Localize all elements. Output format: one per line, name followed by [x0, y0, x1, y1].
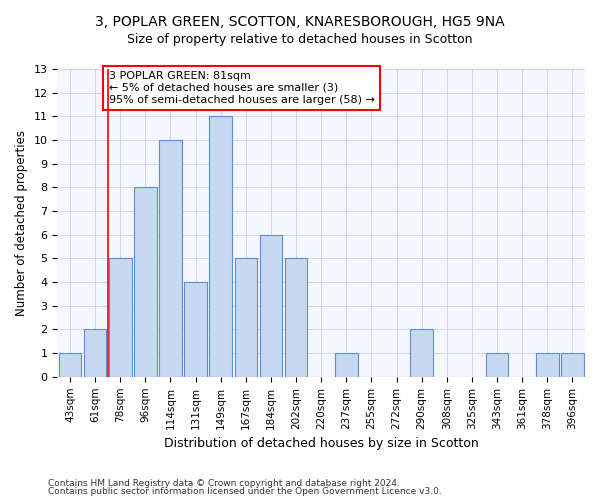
Bar [335, 353, 358, 377]
Bar [84, 330, 106, 377]
Bar [159, 140, 182, 377]
Bar [486, 353, 508, 377]
Bar [59, 353, 81, 377]
Text: 3 POPLAR GREEN: 81sqm
← 5% of detached houses are smaller (3)
95% of semi-detach: 3 POPLAR GREEN: 81sqm ← 5% of detached h… [109, 72, 375, 104]
X-axis label: Distribution of detached houses by size in Scotton: Distribution of detached houses by size … [164, 437, 479, 450]
Bar [235, 258, 257, 377]
Bar [184, 282, 207, 377]
Text: 3, POPLAR GREEN, SCOTTON, KNARESBOROUGH, HG5 9NA: 3, POPLAR GREEN, SCOTTON, KNARESBOROUGH,… [95, 15, 505, 29]
Bar [536, 353, 559, 377]
Bar [209, 116, 232, 377]
Bar [134, 188, 157, 377]
Bar [109, 258, 131, 377]
Y-axis label: Number of detached properties: Number of detached properties [15, 130, 28, 316]
Text: Size of property relative to detached houses in Scotton: Size of property relative to detached ho… [127, 32, 473, 46]
Text: Contains public sector information licensed under the Open Government Licence v3: Contains public sector information licen… [48, 488, 442, 496]
Text: Contains HM Land Registry data © Crown copyright and database right 2024.: Contains HM Land Registry data © Crown c… [48, 478, 400, 488]
Bar [285, 258, 307, 377]
Bar [260, 234, 282, 377]
Bar [561, 353, 584, 377]
Bar [410, 330, 433, 377]
